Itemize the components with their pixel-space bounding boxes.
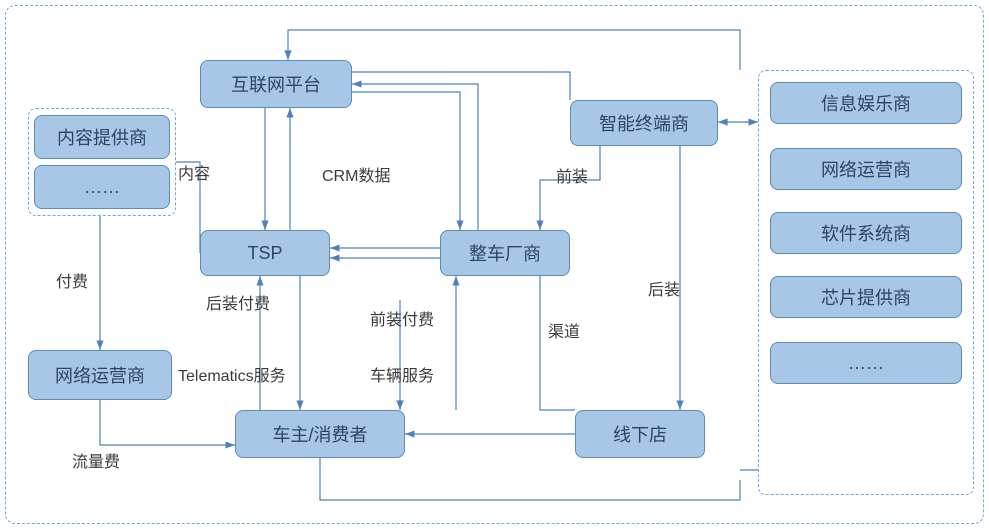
node-dots2: …… — [770, 342, 962, 384]
edge-label-15: 车辆服务 — [370, 362, 434, 386]
edge-label-18: 流量费 — [72, 448, 120, 472]
node-dots1: …… — [34, 165, 170, 209]
node-chip: 芯片提供商 — [770, 276, 962, 318]
edge-label-11: 后装 — [648, 276, 680, 300]
node-owner: 车主/消费者 — [235, 410, 405, 458]
node-info: 信息娱乐商 — [770, 82, 962, 124]
edge-label-16: 后装付费 — [206, 290, 270, 314]
edge-label-12: 渠道 — [548, 318, 580, 342]
node-netop2: 网络运营商 — [770, 148, 962, 190]
node-netop1: 网络运营商 — [28, 350, 172, 400]
edge-label-17: Telematics服务 — [178, 362, 286, 386]
edge-label-0: 内容 — [178, 160, 210, 184]
node-oem: 整车厂商 — [440, 230, 570, 276]
edge-label-14: 前装付费 — [370, 306, 434, 330]
node-internet: 互联网平台 — [200, 60, 352, 108]
node-terminal: 智能终端商 — [570, 100, 718, 146]
edge-label-3: 付费 — [56, 268, 88, 292]
diagram-canvas: 互联网平台内容提供商 …… TSP 整车厂商 智能终端商网络运营商车主/消费者 线下店 信息… — [0, 0, 989, 529]
node-content: 内容提供商 — [34, 115, 170, 159]
edge-label-8: 前装 — [556, 163, 588, 187]
node-offline: 线下店 — [575, 410, 705, 458]
node-tsp: TSP — [200, 230, 330, 276]
node-softsys: 软件系统商 — [770, 212, 962, 254]
edge-label-4: CRM数据 — [322, 162, 390, 186]
